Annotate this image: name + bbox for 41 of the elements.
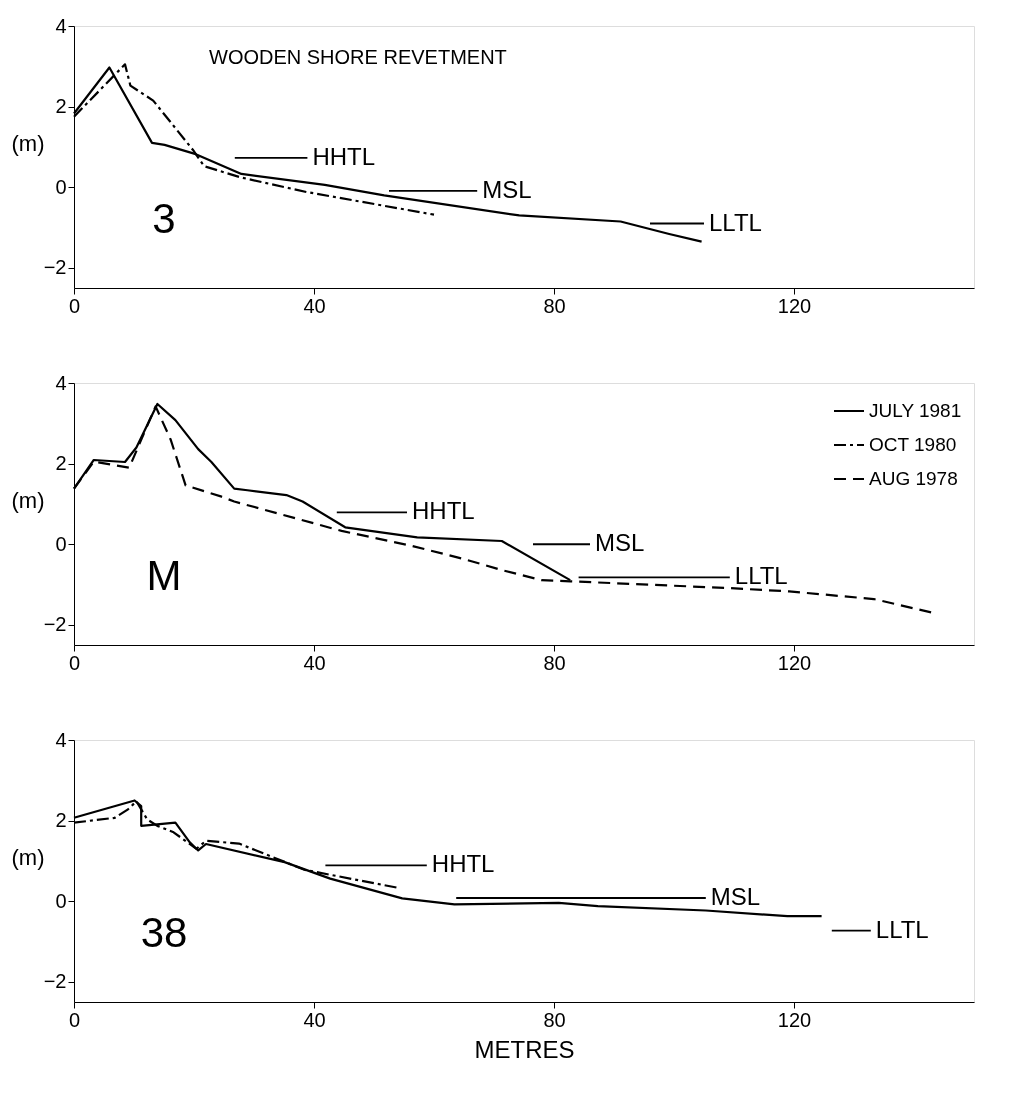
y-tick-label: 0 xyxy=(55,532,67,555)
series-label: LLTL xyxy=(709,208,762,236)
y-axis-title: (m) xyxy=(11,845,45,871)
y-tick-label: −2 xyxy=(43,970,67,993)
x-tick-label: 80 xyxy=(543,1008,566,1031)
y-axis-title: (m) xyxy=(11,131,45,157)
x-axis-title: METRES xyxy=(474,1035,575,1063)
x-tick-label: 120 xyxy=(777,1008,812,1031)
legend-label: AUG 1978 xyxy=(869,468,958,489)
x-tick-label: 80 xyxy=(543,294,566,317)
x-tick-label: 40 xyxy=(303,294,326,317)
series-label: MSL xyxy=(710,883,761,911)
x-tick-label: 40 xyxy=(303,1008,326,1031)
y-axis-title: (m) xyxy=(11,488,45,514)
annotation: WOODEN SHORE REVETMENT xyxy=(209,46,507,68)
y-tick-label: 4 xyxy=(55,14,67,37)
x-tick-label: 80 xyxy=(543,651,566,674)
text: M xyxy=(146,551,182,599)
series-label: LLTL xyxy=(734,562,788,590)
series-label: HHTL xyxy=(412,497,475,525)
text: 3 xyxy=(152,194,176,242)
series-label: HHTL xyxy=(431,850,495,878)
legend-label: OCT 1980 xyxy=(869,434,957,455)
series-label: LLTL xyxy=(875,915,929,943)
text: 38 xyxy=(140,908,188,956)
y-tick-label: 2 xyxy=(55,809,67,832)
y-tick-label: 0 xyxy=(55,889,67,912)
y-tick-label: 4 xyxy=(55,371,67,394)
x-tick-label: 40 xyxy=(303,651,326,674)
y-tick-label: −2 xyxy=(43,613,67,636)
x-tick-label: 120 xyxy=(777,651,812,674)
series-label: HHTL xyxy=(312,142,376,170)
y-tick-label: 2 xyxy=(55,452,67,475)
y-tick-label: 2 xyxy=(55,95,67,118)
y-tick-label: −2 xyxy=(43,256,67,279)
y-tick-label: 0 xyxy=(55,175,67,198)
legend-label: JULY 1981 xyxy=(869,400,962,421)
x-tick-label: 120 xyxy=(777,294,812,317)
y-tick-label: 4 xyxy=(55,728,67,751)
series-label: MSL xyxy=(595,529,645,557)
series-label: MSL xyxy=(482,175,532,203)
